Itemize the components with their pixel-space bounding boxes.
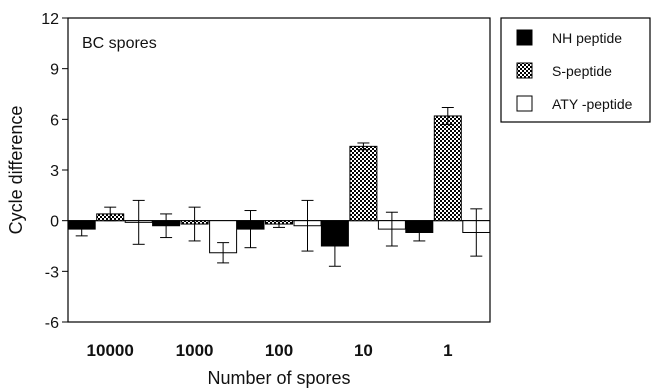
y-axis-title: Cycle difference bbox=[6, 106, 26, 235]
legend-label: NH peptide bbox=[552, 30, 622, 46]
x-tick-label: 1 bbox=[443, 341, 452, 360]
x-tick-label: 10000 bbox=[87, 341, 134, 360]
error-bar bbox=[132, 199, 145, 245]
error-bar bbox=[441, 107, 454, 125]
legend-label: ATY -peptide bbox=[552, 96, 633, 112]
error-bar bbox=[413, 223, 426, 242]
x-tick-label: 10 bbox=[354, 341, 373, 360]
y-tick-label: 0 bbox=[50, 214, 59, 231]
plot-frame bbox=[67, 17, 491, 323]
bar bbox=[433, 115, 462, 222]
error-bar bbox=[357, 142, 370, 151]
legend-swatch bbox=[516, 29, 533, 46]
error-bar bbox=[104, 206, 117, 222]
error-bar bbox=[328, 225, 341, 267]
y-tick-label: 6 bbox=[50, 112, 59, 129]
error-bar bbox=[188, 206, 201, 242]
y-tick-label: -3 bbox=[45, 264, 59, 281]
error-bar bbox=[273, 220, 285, 228]
y-tick-label: 12 bbox=[41, 11, 59, 28]
x-axis-title: Number of spores bbox=[207, 368, 350, 388]
legend-swatch bbox=[516, 62, 533, 79]
legend-label: S-peptide bbox=[552, 63, 612, 79]
error-bar bbox=[217, 242, 230, 264]
legend-swatch bbox=[516, 95, 533, 112]
y-tick-label: 3 bbox=[50, 163, 59, 180]
bar bbox=[349, 145, 378, 222]
error-bar bbox=[385, 211, 398, 247]
error-bar bbox=[470, 208, 483, 257]
error-bar bbox=[244, 210, 257, 249]
error-bar bbox=[301, 199, 314, 252]
y-tick-label: -6 bbox=[45, 315, 59, 332]
error-bar bbox=[75, 221, 88, 237]
error-bar bbox=[160, 213, 173, 239]
x-tick-label: 1000 bbox=[176, 341, 214, 360]
x-tick-label: 100 bbox=[265, 341, 293, 360]
chart-annotation: BC spores bbox=[82, 35, 157, 52]
y-tick-label: 9 bbox=[50, 62, 59, 79]
